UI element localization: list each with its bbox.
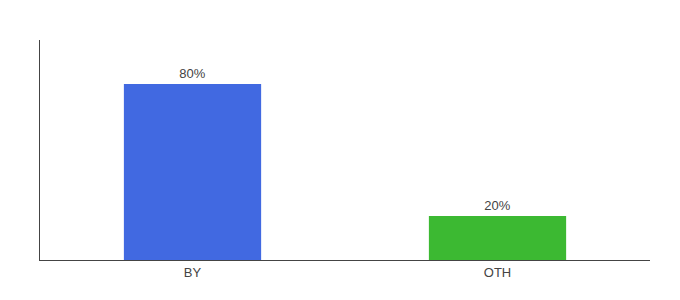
svg-text:BY: BY bbox=[184, 265, 202, 280]
svg-text:OTH: OTH bbox=[484, 265, 511, 280]
svg-text:80%: 80% bbox=[179, 66, 205, 81]
svg-text:20%: 20% bbox=[484, 198, 510, 213]
